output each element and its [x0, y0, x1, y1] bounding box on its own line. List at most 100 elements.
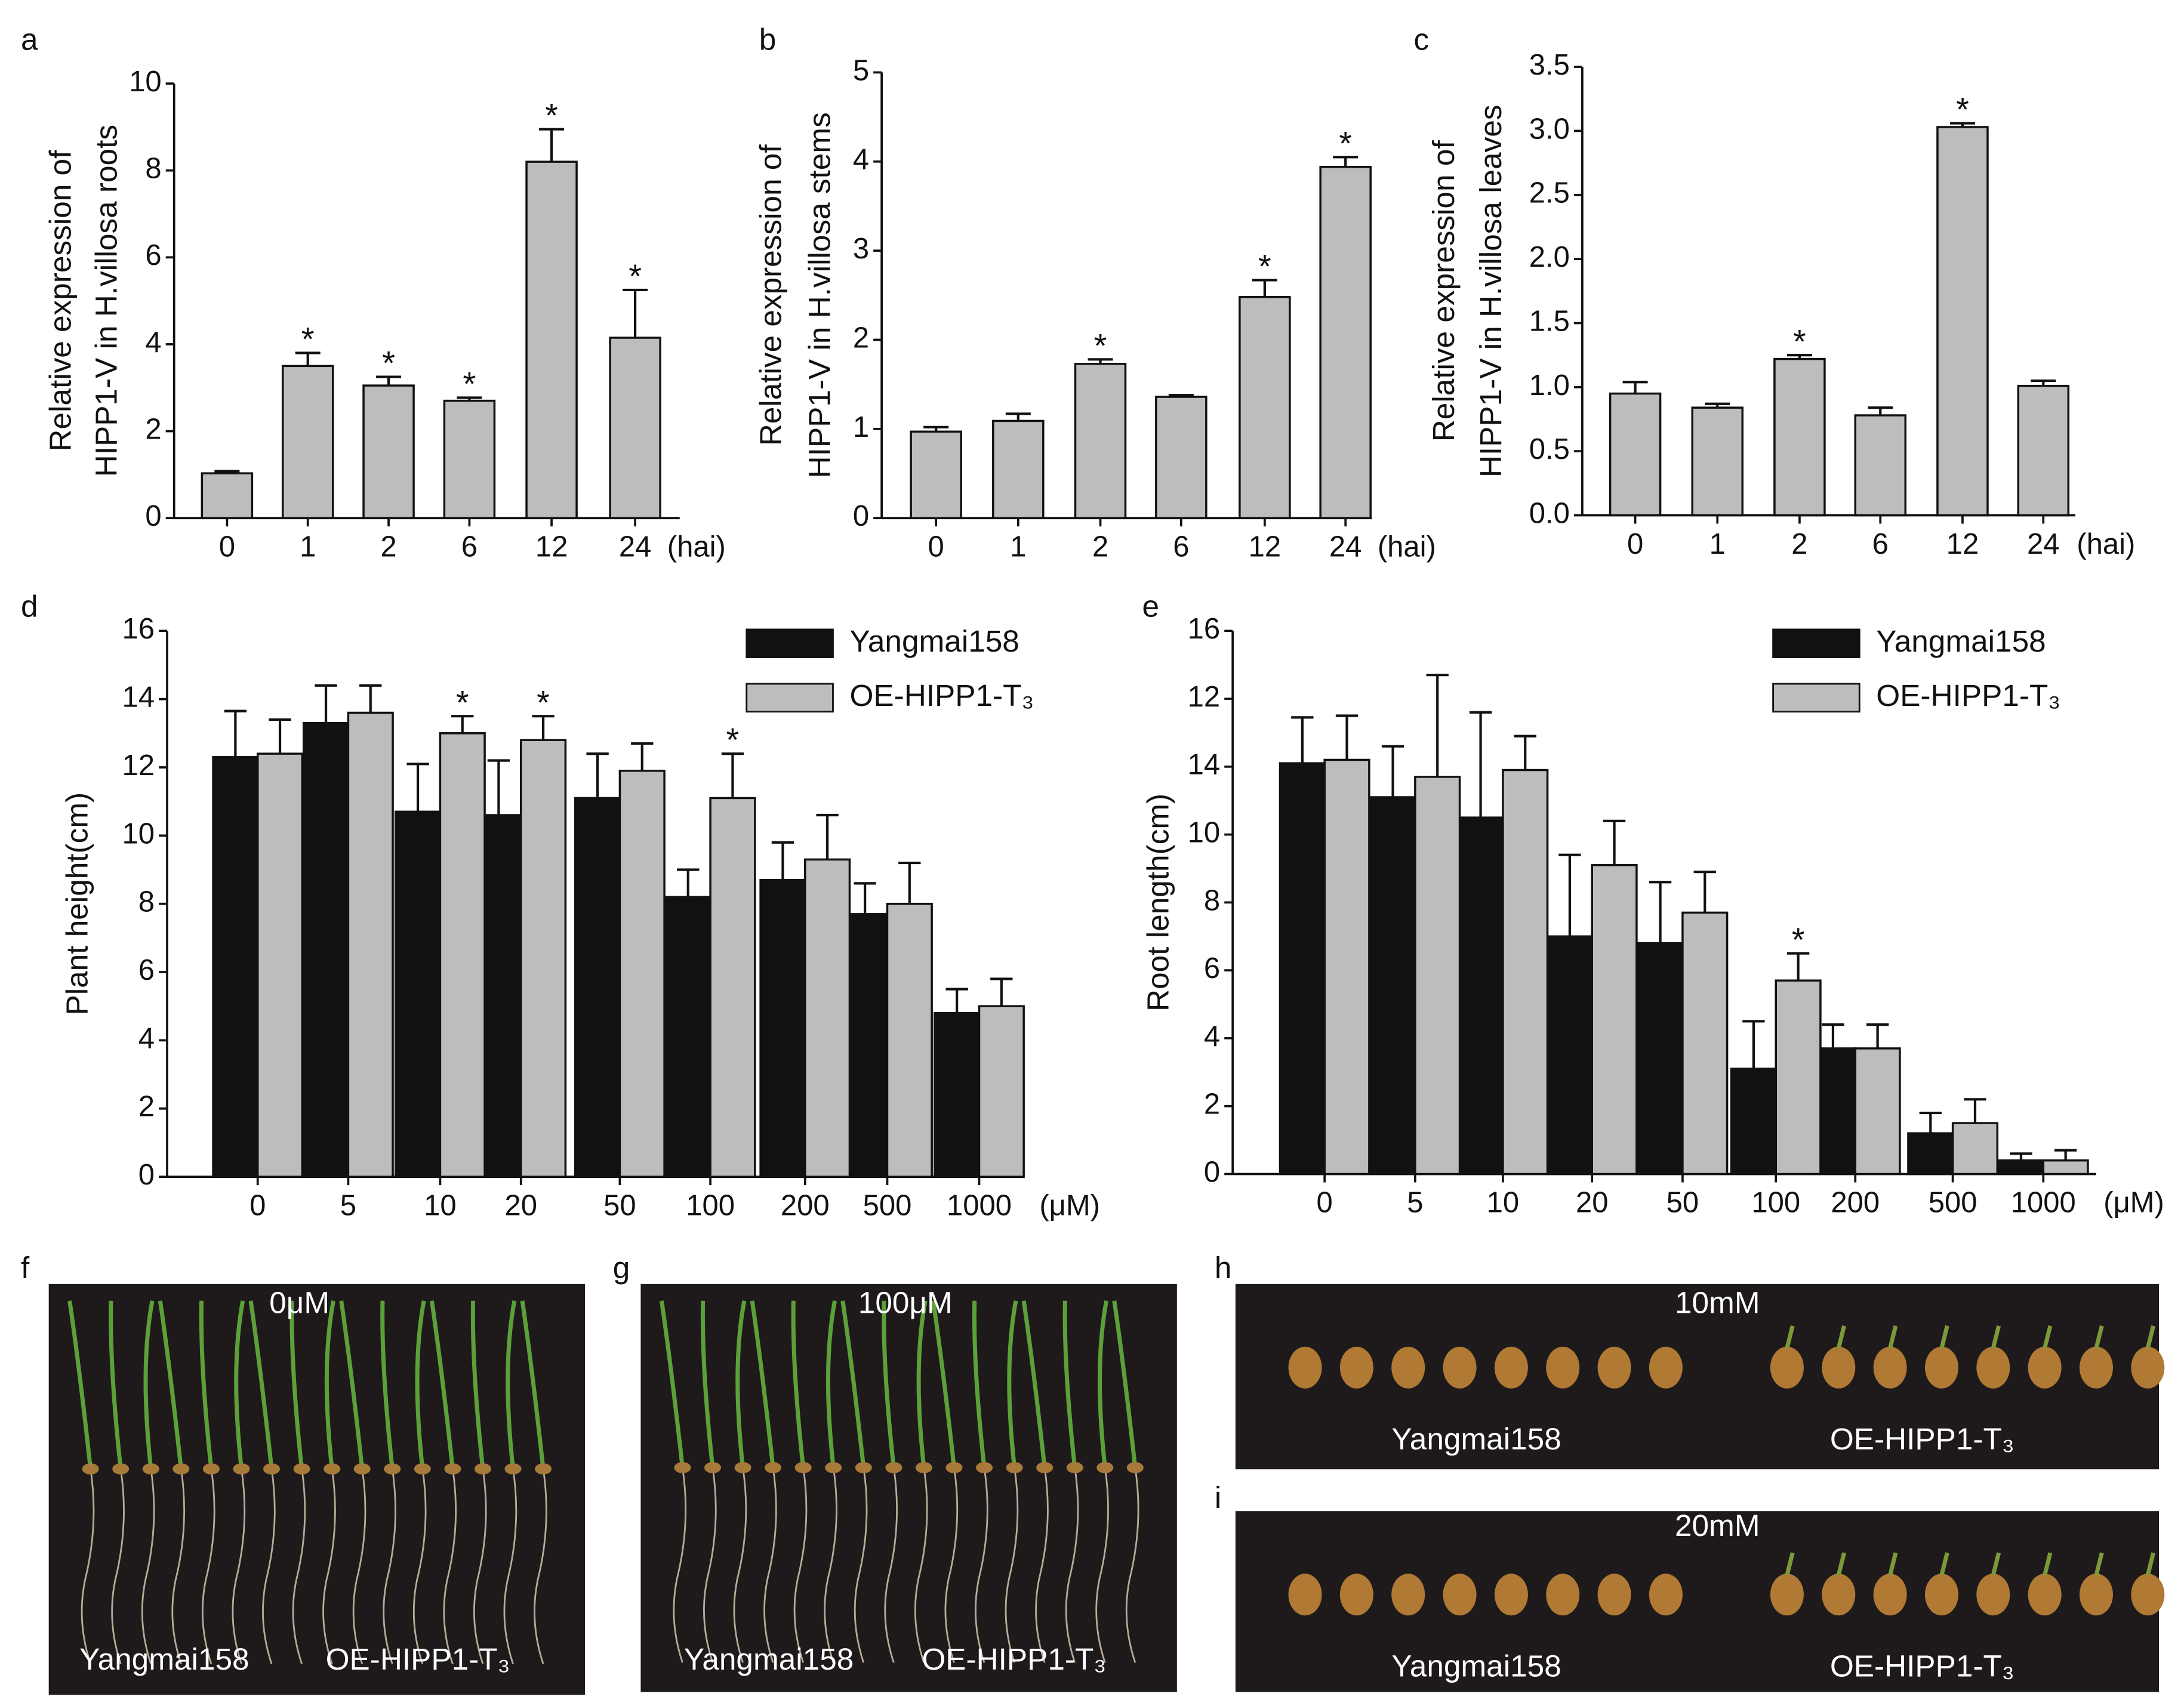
sprout: [2094, 1325, 2104, 1349]
error-bar: [1705, 402, 1730, 408]
sprout: [2145, 1552, 2156, 1576]
error-bar: [457, 396, 482, 401]
y-axis-label: Relative expression of: [1427, 140, 1461, 442]
y-tick-label: 4: [853, 144, 869, 176]
seedling: [735, 1300, 747, 1468]
error-bar: [1514, 735, 1536, 770]
y-tick-label: 16: [1188, 613, 1221, 645]
panel-letter: c: [1414, 23, 1430, 57]
x-tick-label: 0: [219, 530, 235, 563]
y-tick-label: 6: [1204, 952, 1220, 985]
bar: [362, 384, 415, 519]
seed: [855, 1462, 872, 1473]
y-axis-label: HIPP1-V in H.villosa stems: [802, 112, 836, 478]
bar: [1936, 126, 1989, 517]
y-axis-label: Plant height(cm): [60, 792, 94, 1016]
bar: [1773, 357, 1826, 517]
error-bar: [1335, 714, 1359, 760]
bar: [281, 365, 334, 519]
panel-letter: b: [759, 23, 777, 57]
legend-label: OE-HIPP1-T₃: [849, 678, 1034, 712]
root: [944, 1467, 959, 1663]
error-bar: [539, 128, 565, 162]
root: [1125, 1467, 1139, 1663]
bar: [201, 472, 254, 519]
panel-letter: g: [613, 1251, 630, 1285]
x-tick-label: 100: [686, 1189, 735, 1221]
seed: [2079, 1346, 2113, 1389]
y-tick-label: 6: [145, 239, 161, 272]
legend-label: Yangmai158: [849, 624, 1019, 658]
bar: [886, 902, 933, 1178]
root: [763, 1467, 777, 1663]
y-tick-label: 0: [138, 1159, 155, 1191]
seed: [2028, 1574, 2062, 1616]
sprout: [2094, 1552, 2104, 1576]
error-bar: [406, 763, 429, 812]
root: [202, 1469, 215, 1664]
x-tick-label: 0: [1627, 528, 1643, 560]
bar: [574, 797, 621, 1178]
legend-label: Yangmai158: [1876, 624, 2046, 658]
seed: [1288, 1346, 1322, 1389]
panel-letter: e: [1142, 589, 1160, 623]
seed: [1443, 1574, 1477, 1616]
seed: [263, 1463, 281, 1474]
seed: [142, 1463, 159, 1474]
seed: [1770, 1346, 1804, 1389]
seed: [1494, 1574, 1528, 1616]
root: [793, 1467, 808, 1663]
significance-mark: *: [1956, 91, 1969, 128]
bar: [519, 739, 567, 1178]
seed: [976, 1462, 993, 1473]
seedling: [520, 1300, 546, 1470]
x-tick-label: 6: [1173, 530, 1189, 563]
seed: [2131, 1346, 2165, 1389]
error-bar: [487, 759, 510, 816]
significance-mark: *: [537, 683, 550, 721]
significance-mark: *: [1258, 248, 1271, 285]
photo-title: 0μM: [269, 1285, 329, 1319]
bar: [2017, 384, 2070, 517]
x-tick-label: 50: [1667, 1187, 1699, 1219]
root: [322, 1469, 336, 1664]
y-tick-label: 0: [1204, 1156, 1220, 1188]
seed: [474, 1463, 491, 1474]
error-bar: [1088, 358, 1113, 364]
root: [81, 1469, 95, 1664]
x-tick-label: 1: [1010, 530, 1026, 563]
bar: [1951, 1122, 1999, 1176]
error-bar: [224, 709, 247, 757]
x-tick-label: 24: [619, 530, 652, 563]
bar: [910, 430, 962, 519]
bar: [347, 711, 394, 1178]
y-tick-label: 3.0: [1529, 113, 1570, 145]
root: [443, 1469, 457, 1664]
seedling: [109, 1300, 123, 1470]
photo-label: OE-HIPP1-T₃: [922, 1642, 1106, 1676]
root: [824, 1467, 837, 1663]
x-tick-label: 2: [380, 530, 396, 563]
sprout: [2043, 1552, 2053, 1576]
panel-letter: a: [21, 23, 38, 57]
seedling: [825, 1300, 837, 1468]
seed: [1924, 1574, 1958, 1616]
photo-label: OE-HIPP1-T₃: [326, 1642, 510, 1676]
root: [673, 1467, 687, 1663]
legend-swatch: [746, 683, 834, 713]
root: [703, 1467, 717, 1663]
seed: [1976, 1574, 2010, 1616]
seedling: [470, 1300, 485, 1470]
seed: [353, 1463, 371, 1474]
seedling: [1097, 1300, 1109, 1468]
error-bar: [1742, 1020, 1765, 1069]
x-tick-label: 200: [1831, 1187, 1880, 1219]
root: [141, 1469, 155, 1664]
root: [1035, 1467, 1049, 1663]
error-bar: [816, 813, 839, 860]
root: [262, 1469, 276, 1664]
y-tick-label: 1.0: [1529, 369, 1570, 402]
error-bar: [1649, 881, 1672, 943]
error-bar: [532, 715, 555, 741]
seedling: [882, 1300, 896, 1468]
